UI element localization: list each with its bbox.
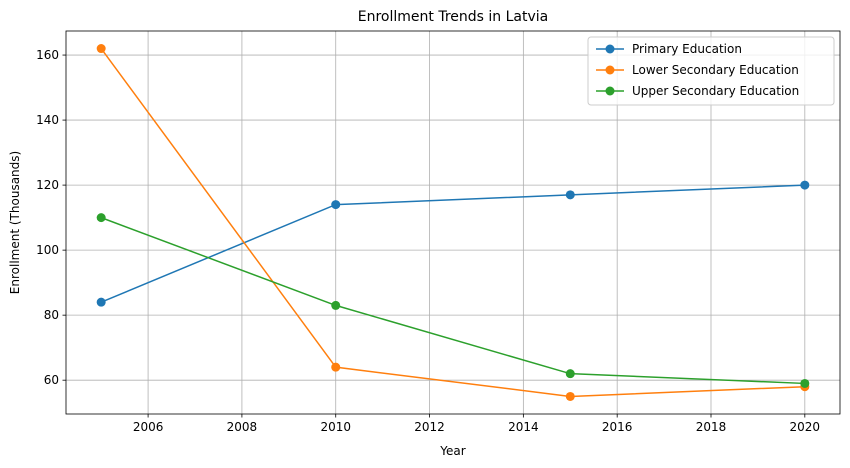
x-tick-label: 2016 <box>602 420 633 434</box>
legend-marker-primary-education <box>605 44 615 54</box>
axis-ticks: 2006 2008 2010 2012 2014 2016 2018 2020 60 80 100 1… <box>36 48 820 434</box>
x-tick-label: 2014 <box>508 420 539 434</box>
chart-title: Enrollment Trends in Latvia <box>358 9 548 25</box>
legend-box <box>587 36 835 106</box>
data-point-upper-secondary-education <box>331 300 341 310</box>
data-point-primary-education <box>800 180 810 190</box>
x-tick-label: 2008 <box>227 420 258 434</box>
series-line-primary-education <box>100 184 805 303</box>
y-tick-label: 100 <box>36 243 59 257</box>
data-point-primary-education <box>331 200 341 210</box>
data-point-upper-secondary-education <box>800 378 810 388</box>
x-tick-label: 2018 <box>696 420 727 434</box>
data-point-primary-education <box>96 297 106 307</box>
x-tick-label: 2020 <box>790 420 821 434</box>
series-lower-secondary-education <box>96 44 810 401</box>
plot-frame <box>65 30 841 415</box>
x-tick-label: 2012 <box>414 420 445 434</box>
data-point-lower-secondary-education <box>331 362 341 372</box>
y-tick-label: 140 <box>36 113 59 127</box>
y-axis-label: Enrollment (Thousands) <box>8 151 22 294</box>
series-line-lower-secondary-education <box>100 48 805 398</box>
y-tick-label: 60 <box>44 373 59 387</box>
legend-entry-lower-secondary-education: Lower Secondary Education <box>632 63 799 77</box>
data-point-upper-secondary-education <box>565 369 575 379</box>
legend-marker-upper-secondary-education <box>605 86 615 96</box>
series-layer <box>96 44 810 401</box>
x-tick-label: 2006 <box>133 420 164 434</box>
data-point-upper-secondary-education <box>96 213 106 223</box>
data-point-lower-secondary-education <box>96 44 106 54</box>
y-tick-label: 80 <box>44 308 59 322</box>
y-tick-label: 160 <box>36 48 59 62</box>
x-axis-label: Year <box>439 444 465 458</box>
legend-marker-lower-secondary-education <box>605 65 615 75</box>
x-tick-label: 2010 <box>320 420 351 434</box>
legend-entry-upper-secondary-education: Upper Secondary Education <box>632 84 799 98</box>
series-upper-secondary-education <box>96 213 810 388</box>
y-tick-label: 120 <box>36 178 59 192</box>
series-primary-education <box>96 180 810 307</box>
legend-entry-primary-education: Primary Education <box>632 42 742 56</box>
data-point-primary-education <box>565 190 575 200</box>
series-line-upper-secondary-education <box>100 216 805 385</box>
legend: Primary Education Lower Secondary Educati… <box>587 36 835 106</box>
data-point-lower-secondary-education <box>565 391 575 401</box>
